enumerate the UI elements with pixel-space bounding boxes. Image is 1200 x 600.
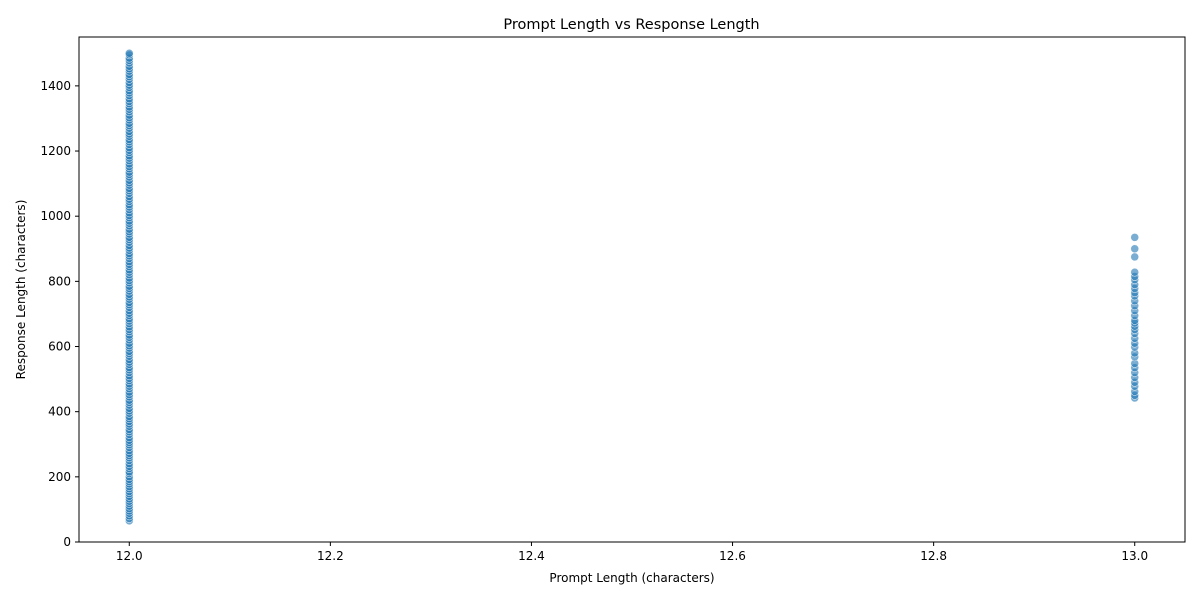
y-tick-label: 0 — [63, 535, 71, 549]
y-tick-label: 600 — [48, 340, 71, 354]
y-tick-label: 1200 — [40, 144, 71, 158]
x-tick-label: 12.4 — [518, 549, 545, 563]
data-point — [1130, 252, 1139, 262]
x-tick-label: 13.0 — [1121, 549, 1148, 563]
y-tick-label: 1000 — [40, 209, 71, 223]
data-point — [125, 49, 134, 58]
x-tick-label: 12.6 — [719, 549, 746, 563]
y-tick-label: 1400 — [40, 79, 71, 93]
y-tick-label: 800 — [48, 274, 71, 288]
y-axis-label: Response Length (characters) — [14, 200, 28, 380]
x-tick-label: 12.8 — [920, 549, 947, 563]
x-tick-label: 12.2 — [317, 549, 344, 563]
data-point — [1130, 244, 1139, 254]
y-tick-label: 400 — [48, 405, 71, 419]
y-axis-ticks: 0 200 400 600 800 1000 1200 1400 — [40, 79, 79, 549]
chart-title: Prompt Length vs Response Length — [503, 17, 759, 33]
data-point — [1130, 233, 1139, 242]
x-axis-label: Prompt Length (characters) — [549, 571, 714, 585]
y-tick-label: 200 — [48, 470, 71, 484]
x-axis-ticks: 12.0 12.2 12.4 12.6 12.8 13.0 — [116, 542, 1148, 563]
data-points — [125, 49, 1139, 526]
data-point — [1130, 267, 1139, 277]
plot-area-frame — [78, 36, 1186, 543]
x-tick-label: 12.0 — [116, 549, 143, 563]
